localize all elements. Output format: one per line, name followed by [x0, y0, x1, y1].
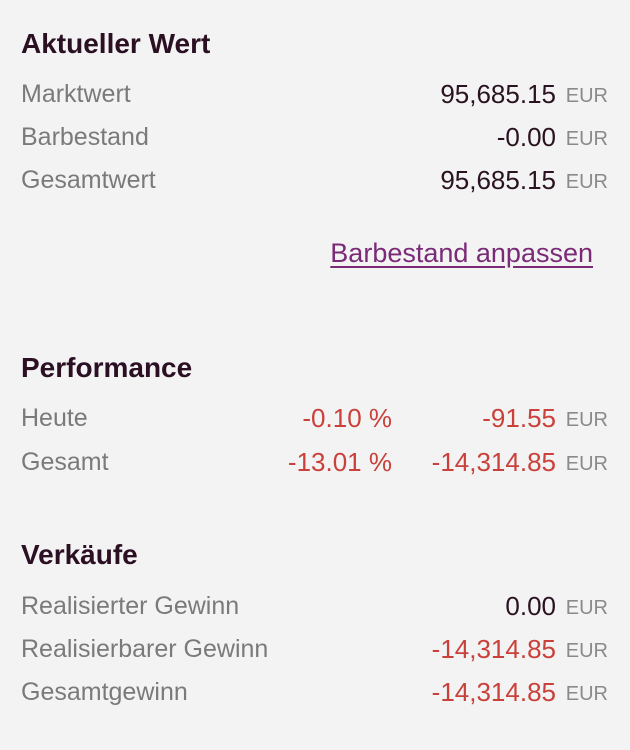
performance-today-row: Heute -0.10 % -91.55 EUR [0, 401, 630, 435]
performance-total-percent: -13.01 % [287, 447, 392, 477]
market-value-row: Marktwert 95,685.15 EUR [0, 77, 630, 111]
performance-today-currency: EUR [565, 409, 608, 431]
total-gain-currency: EUR [565, 683, 608, 705]
total-value-amount: 95,685.15 [440, 165, 556, 195]
performance-title: Performance [21, 352, 193, 383]
sales-title: Verkäufe [21, 539, 138, 570]
performance-today-amount: -91.55 [482, 403, 556, 433]
realizable-gain-row: Realisierbarer Gewinn -14,314.85 EUR [0, 632, 630, 666]
market-value-label: Marktwert [21, 80, 131, 108]
performance-today-percent: -0.10 % [302, 403, 392, 433]
cash-balance-currency: EUR [565, 128, 608, 150]
performance-today-label: Heute [21, 404, 88, 432]
cash-balance-label: Barbestand [21, 123, 149, 151]
total-gain-label: Gesamtgewinn [21, 678, 188, 706]
total-value-row: Gesamtwert 95,685.15 EUR [0, 163, 630, 197]
total-value-label: Gesamtwert [21, 166, 156, 194]
cash-balance-amount: -0.00 [496, 122, 556, 152]
total-gain-row: Gesamtgewinn -14,314.85 EUR [0, 675, 630, 709]
total-value-currency: EUR [565, 171, 608, 193]
total-gain-amount: -14,314.85 [431, 677, 556, 707]
current-value-title: Aktueller Wert [21, 28, 211, 59]
market-value-currency: EUR [565, 85, 608, 107]
realized-gain-currency: EUR [565, 597, 608, 619]
performance-total-currency: EUR [565, 453, 608, 475]
market-value-amount: 95,685.15 [440, 79, 556, 109]
performance-total-amount: -14,314.85 [431, 447, 556, 477]
realizable-gain-amount: -14,314.85 [431, 634, 556, 664]
cash-balance-row: Barbestand -0.00 EUR [0, 120, 630, 154]
adjust-cash-link[interactable]: Barbestand anpassen [330, 238, 593, 268]
realized-gain-row: Realisierter Gewinn 0.00 EUR [0, 589, 630, 623]
realized-gain-label: Realisierter Gewinn [21, 592, 240, 620]
realized-gain-amount: 0.00 [505, 591, 556, 621]
performance-total-row: Gesamt -13.01 % -14,314.85 EUR [0, 445, 630, 479]
realizable-gain-label: Realisierbarer Gewinn [21, 635, 269, 663]
performance-total-label: Gesamt [21, 448, 109, 476]
realizable-gain-currency: EUR [565, 640, 608, 662]
